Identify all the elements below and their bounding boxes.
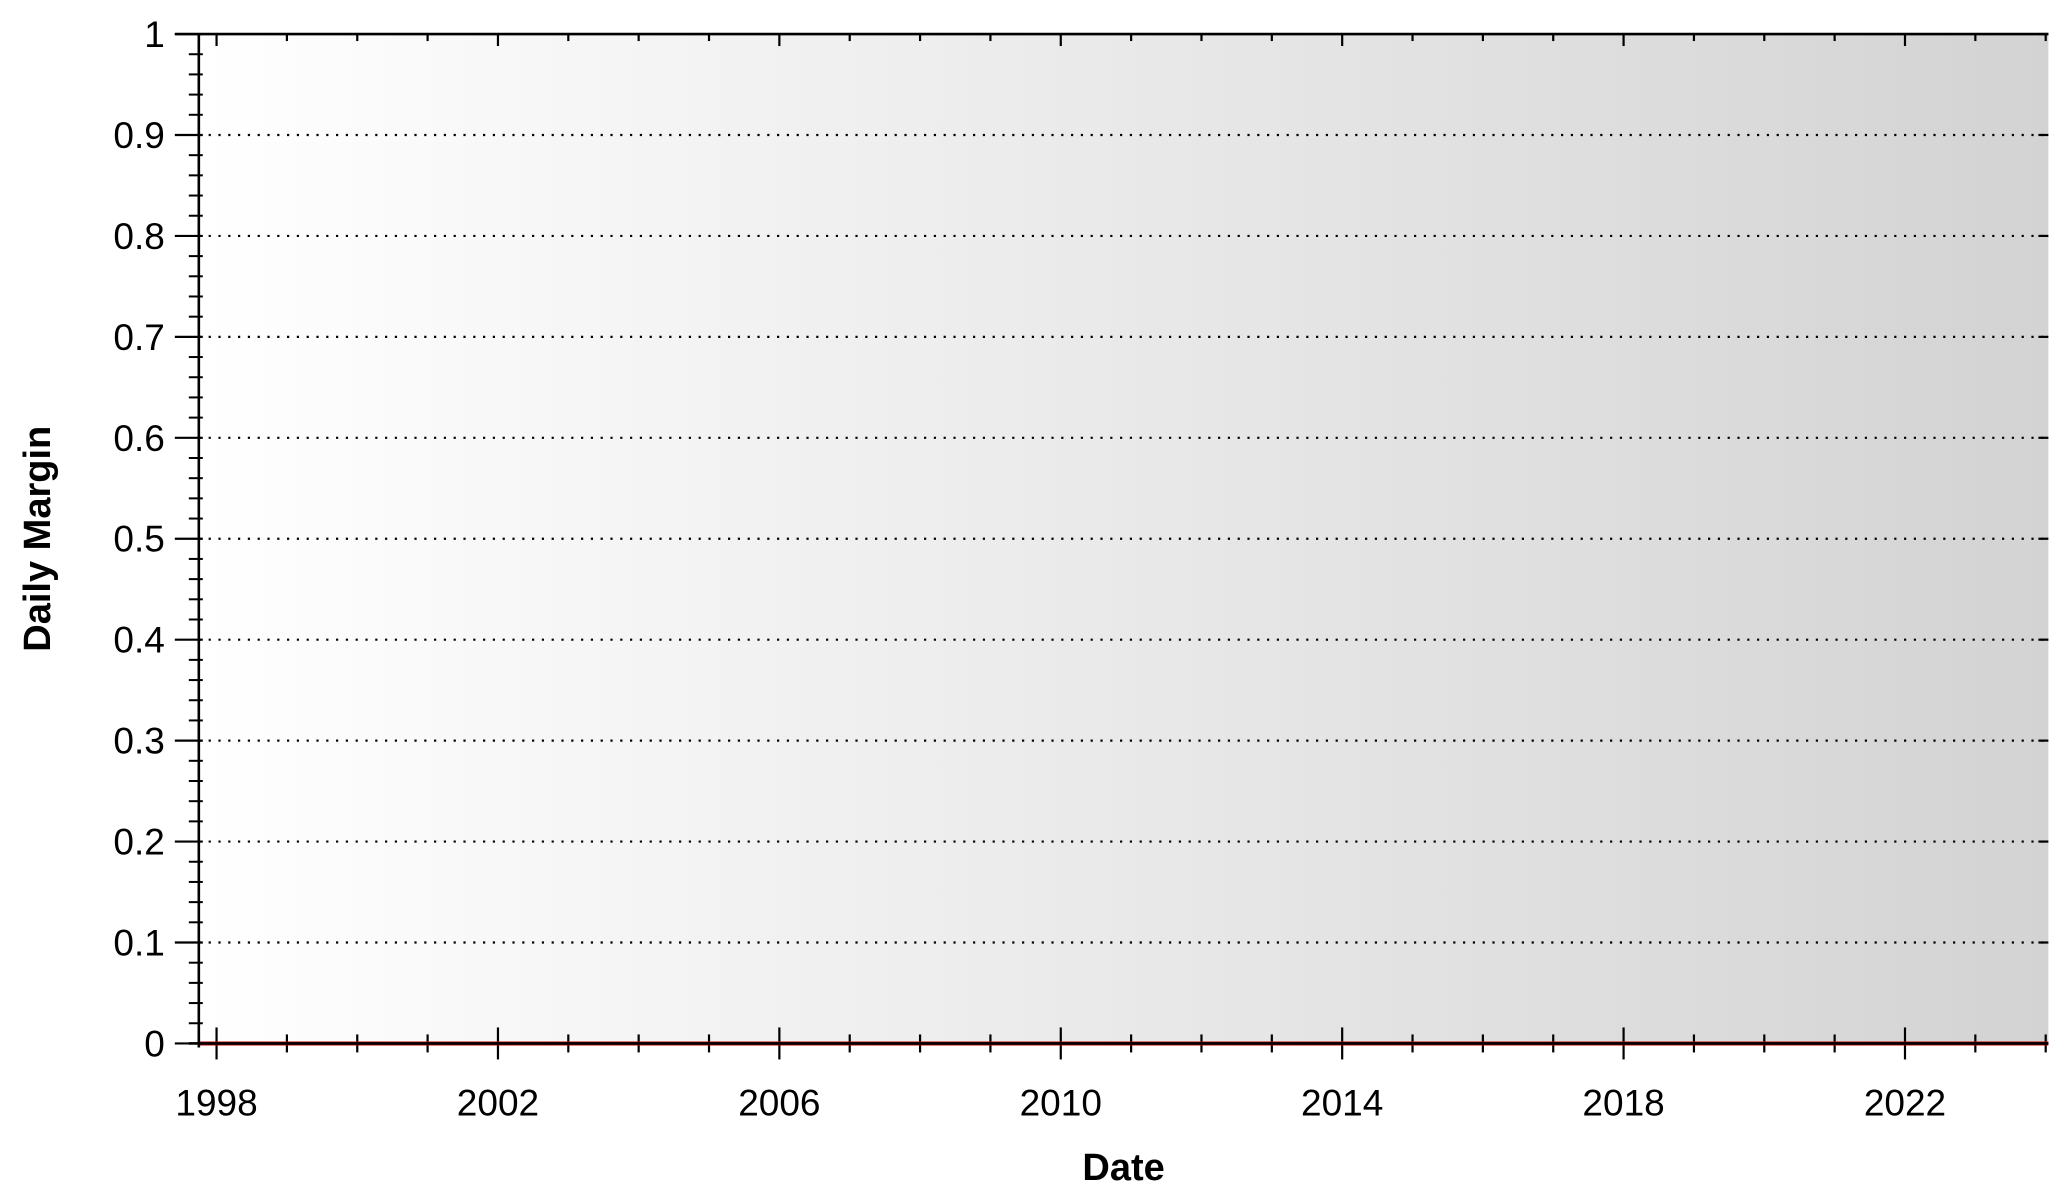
y-tick-label: 0.8 bbox=[113, 216, 164, 257]
x-tick-label: 2022 bbox=[1864, 1082, 1946, 1123]
x-tick-label: 2010 bbox=[1020, 1082, 1102, 1123]
x-tick-labels: 1998 2002 2006 2010 2014 2018 2022 bbox=[175, 1082, 1946, 1123]
y-tick-label: 0.4 bbox=[113, 620, 164, 661]
y-tick-label: 0.9 bbox=[113, 115, 164, 156]
x-tick-label: 2002 bbox=[457, 1082, 539, 1123]
y-tick-labels: 0 0.1 0.2 0.3 0.4 0.5 0.6 0.7 0.8 0.9 1 bbox=[113, 14, 164, 1064]
y-tick-label: 0.1 bbox=[113, 923, 164, 964]
x-tick-label: 2014 bbox=[1301, 1082, 1383, 1123]
y-tick-label: 0.3 bbox=[113, 721, 164, 762]
y-tick-label: 1 bbox=[144, 14, 165, 55]
x-tick-label: 1998 bbox=[175, 1082, 257, 1123]
y-axis-title: Daily Margin bbox=[17, 426, 59, 652]
y-tick-label: 0.5 bbox=[113, 519, 164, 560]
x-tick-label: 2006 bbox=[738, 1082, 820, 1123]
y-tick-label: 0 bbox=[144, 1023, 165, 1064]
y-tick-label: 0.2 bbox=[113, 822, 164, 863]
y-tick-label: 0.6 bbox=[113, 418, 164, 459]
plot-background bbox=[198, 34, 2049, 1044]
y-tick-label: 0.7 bbox=[113, 317, 164, 358]
x-tick-label: 2018 bbox=[1582, 1082, 1664, 1123]
x-axis-title: Date bbox=[1082, 1147, 1164, 1189]
